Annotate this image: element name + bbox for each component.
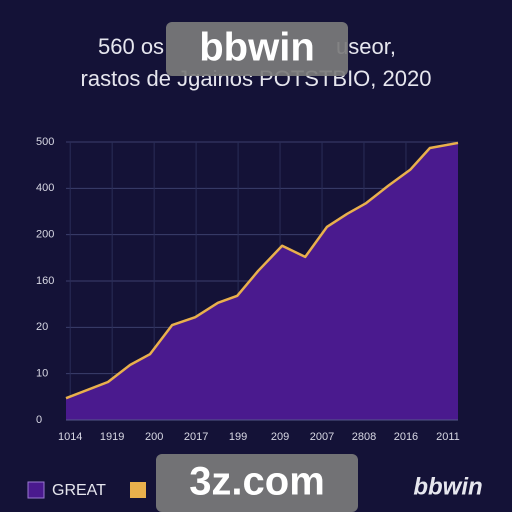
y-tick-label: 20 xyxy=(36,321,48,333)
legend-label: GREAT xyxy=(52,482,106,499)
x-tick-label: 1014 xyxy=(58,431,82,443)
watermark: 3z.com xyxy=(189,460,325,504)
y-tick-label: 10 xyxy=(36,368,48,380)
chart-title: 560 os xyxy=(98,34,164,59)
y-tick-label: 160 xyxy=(36,275,54,287)
x-tick-label: 209 xyxy=(271,431,289,443)
watermark-logo: bbwin xyxy=(413,473,482,500)
y-tick-label: 0 xyxy=(36,414,42,426)
x-tick-label: 1919 xyxy=(100,431,124,443)
y-tick-label: 200 xyxy=(36,229,54,241)
y-tick-label: 500 xyxy=(36,136,54,148)
x-tick-label: 2011 xyxy=(436,431,460,443)
area xyxy=(66,142,458,420)
x-tick-label: 200 xyxy=(145,431,163,443)
watermark-box xyxy=(156,454,358,512)
x-tick-label: 2017 xyxy=(184,431,208,443)
watermark: bbwin xyxy=(199,26,315,70)
x-tick-label: 2007 xyxy=(310,431,334,443)
line xyxy=(65,141,459,400)
legend-swatch xyxy=(27,481,45,499)
legend-swatch xyxy=(130,482,146,498)
watermark-box xyxy=(166,22,348,76)
plot: 0 10 20 160 200 400 500 1014 1919 200 2017 199 209 20… xyxy=(36,136,460,443)
x-tick-label: 2016 xyxy=(394,431,418,443)
x-tick-label: 2808 xyxy=(352,431,376,443)
x-tick-label: 199 xyxy=(229,431,247,443)
y-tick-label: 400 xyxy=(36,182,54,194)
